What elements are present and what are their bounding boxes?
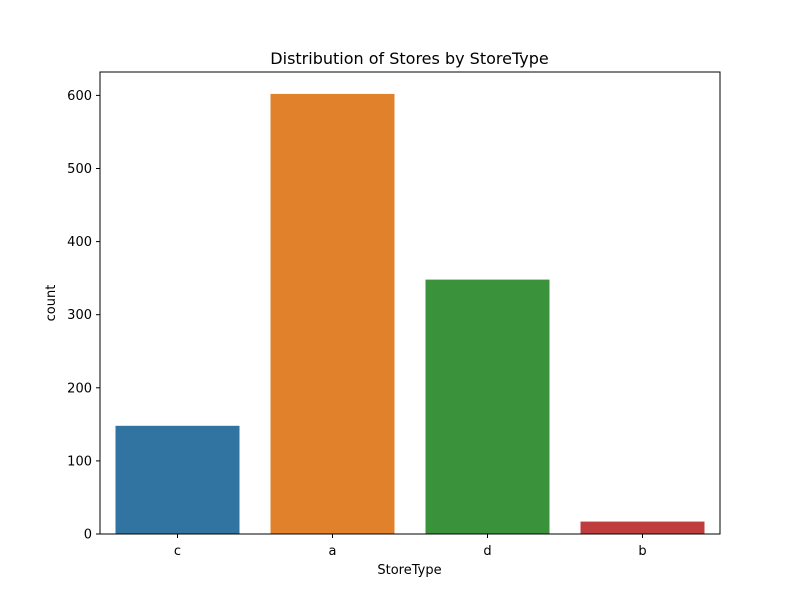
bar-d [425,279,550,534]
y-tick-label: 500 [67,162,92,177]
x-tick-label: d [483,544,491,559]
y-tick-label: 200 [67,381,92,396]
y-tick-label: 600 [67,89,92,104]
plot-frame [99,71,721,535]
x-axis-label: StoreType [377,563,441,578]
x-tick-label: a [329,544,337,559]
y-tick-label: 100 [67,454,92,469]
bar-c [115,425,240,534]
bar-b [580,521,705,534]
y-axis: 0 100 200 300 400 500 600 [67,89,100,543]
bars-group [115,93,705,534]
x-tick-label: c [174,544,181,559]
y-tick-label: 400 [67,235,92,250]
chart-title: Distribution of Stores by StoreType [270,49,548,68]
y-tick-label: 0 [84,528,92,543]
bar-a [270,93,395,534]
y-axis-label: count [44,285,59,322]
y-tick-label: 300 [67,308,92,323]
x-tick-label: b [638,544,646,559]
